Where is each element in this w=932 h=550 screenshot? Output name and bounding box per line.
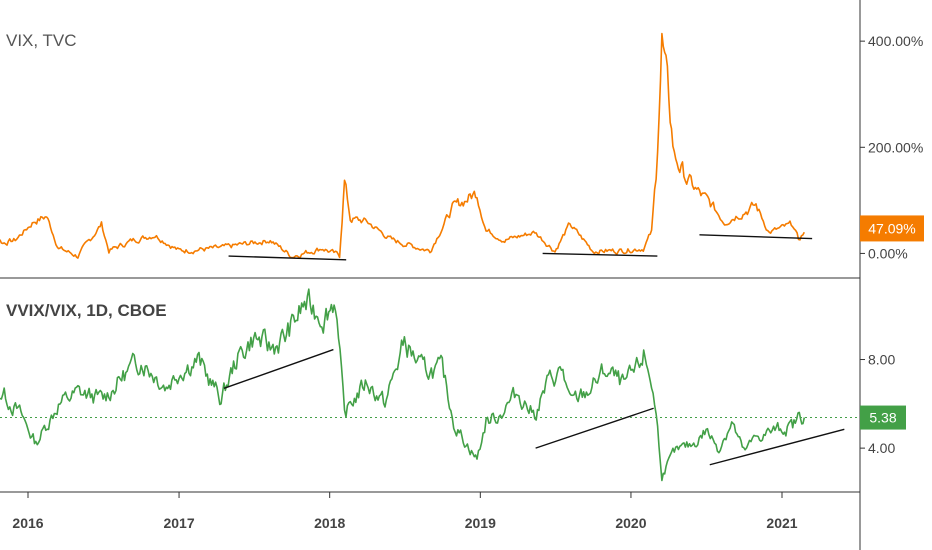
ratio-last-value-label: 5.38 xyxy=(869,410,896,426)
ratio-y-tick-label: 8.00 xyxy=(868,352,895,368)
vix-y-tick-label: 200.00% xyxy=(868,139,923,155)
ratio-trendline[interactable] xyxy=(709,428,845,466)
ratio-series-line xyxy=(0,288,806,482)
x-tick-label: 2020 xyxy=(615,515,646,531)
vix-pane-title: VIX, TVC xyxy=(6,31,77,50)
x-tick-label: 2016 xyxy=(12,515,43,531)
ratio-pane[interactable]: 8.00 4.00 VVIX/VIX, 1D, CBOE 5.38 xyxy=(0,288,906,482)
vix-price-scale[interactable]: 400.00% 200.00% 0.00% xyxy=(860,33,923,261)
vix-badge-bg xyxy=(860,215,924,242)
vix-last-value-badge: 47.09% xyxy=(860,215,924,242)
vix-series-line xyxy=(0,32,806,259)
x-tick-label: 2021 xyxy=(766,515,797,531)
ratio-y-tick-label: 4.00 xyxy=(868,440,895,456)
ratio-trendline[interactable] xyxy=(223,348,334,389)
ratio-trendlines xyxy=(223,348,845,466)
ratio-last-value-badge: 5.38 xyxy=(860,405,906,430)
ratio-price-scale[interactable]: 8.00 4.00 xyxy=(860,352,895,457)
vix-trendline[interactable] xyxy=(542,252,658,257)
vix-y-tick-label: 0.00% xyxy=(868,245,908,261)
x-tick-label: 2017 xyxy=(163,515,194,531)
ratio-trendline[interactable] xyxy=(535,407,654,449)
ratio-badge-bg xyxy=(860,405,906,430)
time-scale[interactable]: 2016 2017 2018 2019 2020 2021 xyxy=(12,492,798,531)
vix-y-tick-label: 400.00% xyxy=(868,33,923,49)
x-tick-label: 2019 xyxy=(465,515,496,531)
x-tick-label: 2018 xyxy=(314,515,345,531)
vix-last-value-label: 47.09% xyxy=(868,220,915,236)
vix-trendlines xyxy=(228,234,813,261)
vix-trendline[interactable] xyxy=(699,234,813,240)
ratio-pane-title: VVIX/VIX, 1D, CBOE xyxy=(6,301,167,320)
vix-trendline[interactable] xyxy=(228,255,347,261)
vix-pane[interactable]: 400.00% 200.00% 0.00% VIX, TVC 47.09% xyxy=(0,31,924,261)
